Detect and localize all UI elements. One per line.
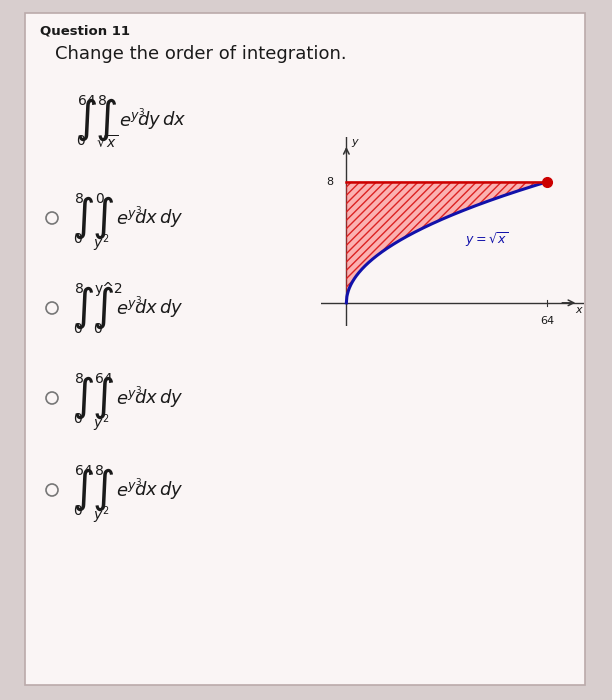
Text: $e^{y^3}$: $e^{y^3}$: [116, 296, 143, 320]
Text: $\int$: $\int$: [72, 467, 94, 513]
Text: $\int$: $\int$: [92, 467, 114, 513]
Text: $y=\sqrt{x}$: $y=\sqrt{x}$: [465, 230, 509, 248]
Text: $\int$: $\int$: [72, 374, 94, 421]
Text: 0: 0: [95, 192, 104, 206]
Text: 8: 8: [75, 372, 84, 386]
Text: $\int$: $\int$: [72, 285, 94, 331]
Text: 0: 0: [73, 504, 82, 518]
Circle shape: [46, 392, 58, 404]
Text: Change the order of integration.: Change the order of integration.: [55, 45, 346, 63]
Text: $x$: $x$: [575, 305, 584, 316]
Text: $dy\,dx$: $dy\,dx$: [137, 109, 186, 131]
Text: Question 11: Question 11: [40, 25, 130, 38]
Text: $0$: $0$: [93, 322, 103, 336]
Text: $e^{y^3}$: $e^{y^3}$: [116, 206, 143, 230]
Text: $\int$: $\int$: [95, 97, 117, 144]
Text: 64: 64: [95, 372, 113, 386]
Text: $y$: $y$: [351, 136, 360, 148]
Text: 64: 64: [78, 94, 95, 108]
Text: $y^2$: $y^2$: [93, 504, 110, 526]
FancyBboxPatch shape: [25, 13, 585, 685]
Text: 64: 64: [75, 464, 92, 478]
Text: $\int$: $\int$: [92, 195, 114, 242]
Text: $e^{y^3}$: $e^{y^3}$: [116, 478, 143, 502]
Text: $dx\,dy$: $dx\,dy$: [134, 387, 183, 409]
Text: 8: 8: [75, 282, 84, 296]
Text: $\sqrt{x}$: $\sqrt{x}$: [96, 134, 119, 151]
Text: $y^2$: $y^2$: [93, 412, 110, 433]
Text: y^2: y^2: [95, 282, 124, 296]
Text: 8: 8: [95, 464, 104, 478]
Text: $e^{y^3}$: $e^{y^3}$: [116, 386, 143, 410]
Text: 64: 64: [540, 316, 554, 326]
Text: $y^2$: $y^2$: [93, 232, 110, 253]
Circle shape: [46, 302, 58, 314]
Text: $dx\,dy$: $dx\,dy$: [134, 297, 183, 319]
Text: $e^{y^3}$: $e^{y^3}$: [119, 108, 146, 132]
Text: $dx\,dy$: $dx\,dy$: [134, 207, 183, 229]
Text: $\int$: $\int$: [92, 374, 114, 421]
Circle shape: [46, 212, 58, 224]
Text: 8: 8: [75, 192, 84, 206]
Text: 8: 8: [98, 94, 107, 108]
Text: 8: 8: [327, 177, 334, 187]
Text: 0: 0: [73, 322, 82, 336]
Text: 0: 0: [73, 232, 82, 246]
Text: $\int$: $\int$: [72, 195, 94, 242]
Text: 0: 0: [73, 412, 82, 426]
Text: $\int$: $\int$: [92, 285, 114, 331]
Text: $dx\,dy$: $dx\,dy$: [134, 479, 183, 501]
Text: 0: 0: [76, 134, 84, 148]
Circle shape: [46, 484, 58, 496]
Text: $\int$: $\int$: [75, 97, 97, 144]
